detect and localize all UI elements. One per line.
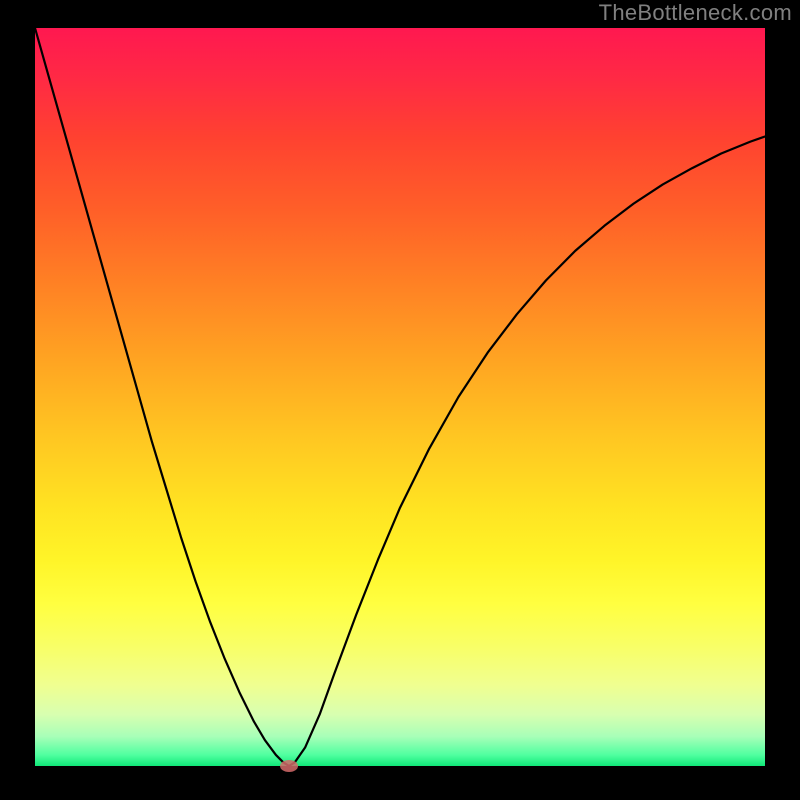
bottleneck-chart xyxy=(0,0,800,800)
chart-container: { "watermark": { "text": "TheBottleneck.… xyxy=(0,0,800,800)
plot-background-gradient xyxy=(35,28,765,766)
optimal-point-marker xyxy=(280,760,298,772)
watermark-text: TheBottleneck.com xyxy=(599,0,792,26)
